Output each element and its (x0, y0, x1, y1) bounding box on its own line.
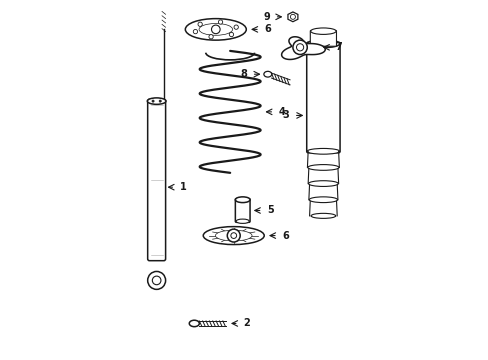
Text: 9: 9 (263, 12, 269, 22)
FancyBboxPatch shape (310, 31, 336, 46)
Ellipse shape (306, 148, 339, 154)
Circle shape (227, 229, 240, 242)
Ellipse shape (185, 19, 246, 40)
FancyBboxPatch shape (306, 42, 339, 153)
Text: 6: 6 (264, 24, 271, 35)
Ellipse shape (307, 165, 338, 170)
Ellipse shape (310, 213, 335, 219)
Text: 6: 6 (282, 231, 289, 240)
FancyBboxPatch shape (147, 99, 165, 261)
Text: 7: 7 (335, 42, 341, 52)
Ellipse shape (203, 226, 264, 244)
Ellipse shape (235, 197, 249, 203)
Ellipse shape (306, 40, 339, 48)
Circle shape (296, 44, 303, 51)
Text: 2: 2 (243, 319, 250, 328)
Circle shape (234, 25, 238, 29)
Circle shape (152, 100, 154, 102)
Circle shape (229, 32, 233, 37)
Ellipse shape (308, 181, 338, 186)
Circle shape (193, 30, 197, 34)
Text: 8: 8 (240, 69, 246, 79)
Ellipse shape (310, 28, 335, 35)
Circle shape (218, 20, 222, 24)
Circle shape (152, 276, 161, 285)
FancyBboxPatch shape (235, 199, 249, 222)
Ellipse shape (147, 98, 165, 104)
Text: 4: 4 (278, 107, 285, 117)
Circle shape (159, 100, 161, 102)
Ellipse shape (189, 320, 199, 327)
Ellipse shape (264, 71, 271, 77)
Circle shape (211, 25, 220, 34)
Text: 5: 5 (267, 206, 273, 216)
Circle shape (198, 22, 202, 26)
Circle shape (147, 271, 165, 289)
Circle shape (230, 233, 236, 238)
Circle shape (292, 40, 306, 54)
Polygon shape (281, 37, 325, 59)
Ellipse shape (308, 197, 337, 203)
Text: 1: 1 (180, 182, 186, 192)
Ellipse shape (215, 230, 251, 241)
Ellipse shape (199, 23, 232, 35)
Ellipse shape (236, 219, 249, 224)
Circle shape (290, 14, 295, 19)
Circle shape (208, 35, 213, 39)
Polygon shape (287, 12, 297, 22)
Text: 3: 3 (282, 111, 288, 121)
